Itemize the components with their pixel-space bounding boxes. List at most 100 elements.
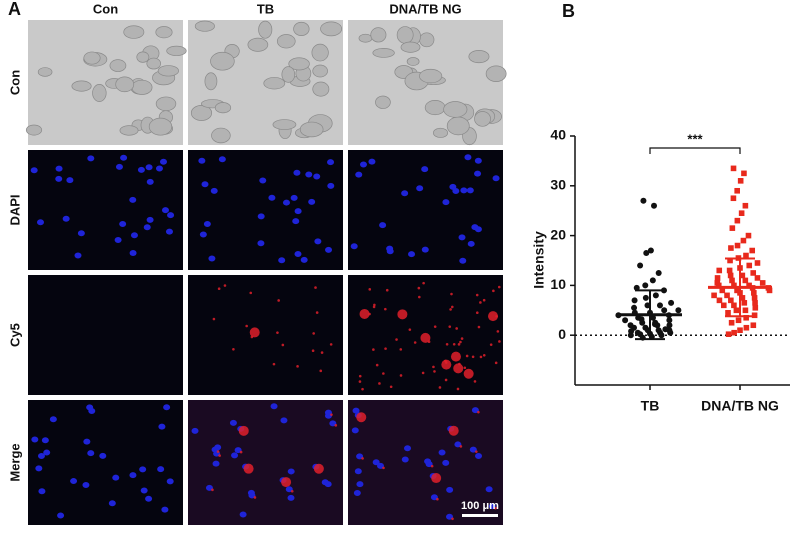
data-point: [741, 300, 748, 306]
data-point: [675, 307, 682, 314]
data-point: [731, 302, 737, 309]
cell: [396, 26, 414, 44]
column-label: TB: [257, 1, 274, 16]
cell: [370, 27, 387, 43]
signal: [482, 353, 486, 357]
data-point: [666, 322, 673, 329]
data-point: [742, 307, 749, 314]
data-point: [656, 302, 663, 309]
data-point: [752, 300, 758, 306]
signal: [395, 338, 398, 341]
cell: [210, 51, 235, 71]
cell: [372, 48, 395, 58]
nucleus: [408, 251, 416, 258]
data-point: [651, 202, 658, 209]
signal: [445, 342, 449, 346]
nucleus: [41, 437, 49, 444]
nucleus: [379, 222, 387, 229]
data-point: [658, 332, 665, 339]
nucleus: [87, 450, 95, 457]
signal: [496, 330, 500, 333]
signal: [238, 425, 249, 436]
signal: [458, 362, 461, 366]
nucleus: [270, 403, 278, 410]
signal: [243, 463, 254, 474]
cell: [71, 80, 92, 92]
signal: [460, 337, 464, 340]
nucleus: [466, 187, 474, 194]
cell: [204, 72, 218, 91]
data-point: [728, 245, 734, 251]
signal: [253, 496, 257, 499]
data-point: [740, 237, 747, 244]
data-point: [631, 297, 638, 304]
signal: [249, 291, 253, 295]
signal: [455, 327, 458, 330]
nucleus: [474, 157, 482, 164]
signal: [497, 285, 501, 289]
signal: [290, 489, 294, 493]
data-point: [725, 309, 731, 316]
y-tick-label: 10: [550, 276, 566, 292]
nucleus: [203, 220, 211, 227]
signal: [448, 425, 459, 436]
row-label: Cy5: [7, 323, 22, 347]
signal: [212, 317, 216, 321]
signal: [375, 363, 379, 367]
signal: [368, 312, 371, 316]
nucleus: [74, 252, 82, 259]
nucleus: [205, 484, 213, 491]
data-point: [711, 292, 717, 299]
cell: [272, 119, 297, 130]
signal: [465, 354, 469, 358]
nucleus: [325, 246, 333, 253]
data-point: [637, 262, 644, 269]
nucleus: [199, 231, 207, 238]
signal: [356, 412, 367, 423]
significance-bracket: [649, 147, 741, 154]
data-point: [750, 270, 757, 276]
nucleus: [268, 194, 276, 201]
cell: [419, 68, 443, 84]
nucleus: [294, 208, 302, 215]
cell: [258, 20, 273, 39]
cell: [419, 32, 435, 48]
cell: [123, 25, 145, 39]
data-point: [731, 329, 737, 336]
signal: [276, 331, 279, 334]
nucleus: [77, 230, 85, 237]
data-point: [734, 217, 741, 224]
nucleus: [82, 481, 90, 488]
nucleus: [139, 466, 147, 473]
data-point: [728, 297, 734, 304]
nucleus: [70, 478, 78, 485]
signal: [475, 293, 479, 297]
signal: [433, 325, 437, 328]
data-point: [733, 307, 740, 314]
signal: [452, 342, 456, 346]
nucleus: [119, 220, 127, 227]
nucleus: [430, 494, 438, 501]
data-point: [727, 272, 734, 279]
data-point: [662, 326, 669, 333]
signal: [456, 387, 460, 391]
signal: [444, 359, 447, 363]
nucleus: [485, 486, 493, 493]
cell: [281, 66, 296, 83]
micrograph: [188, 275, 343, 395]
signal: [384, 307, 387, 311]
data-point: [741, 170, 747, 177]
nucleus: [300, 256, 308, 263]
nucleus: [314, 238, 322, 245]
signal: [232, 348, 235, 351]
nucleus: [55, 175, 63, 182]
signal: [385, 288, 389, 292]
nucleus: [401, 456, 409, 463]
data-point: [642, 282, 649, 289]
signal: [314, 286, 317, 289]
signal: [372, 348, 375, 351]
nucleus: [458, 234, 466, 241]
signal: [448, 325, 452, 328]
signal: [281, 477, 292, 488]
nucleus: [356, 453, 364, 460]
